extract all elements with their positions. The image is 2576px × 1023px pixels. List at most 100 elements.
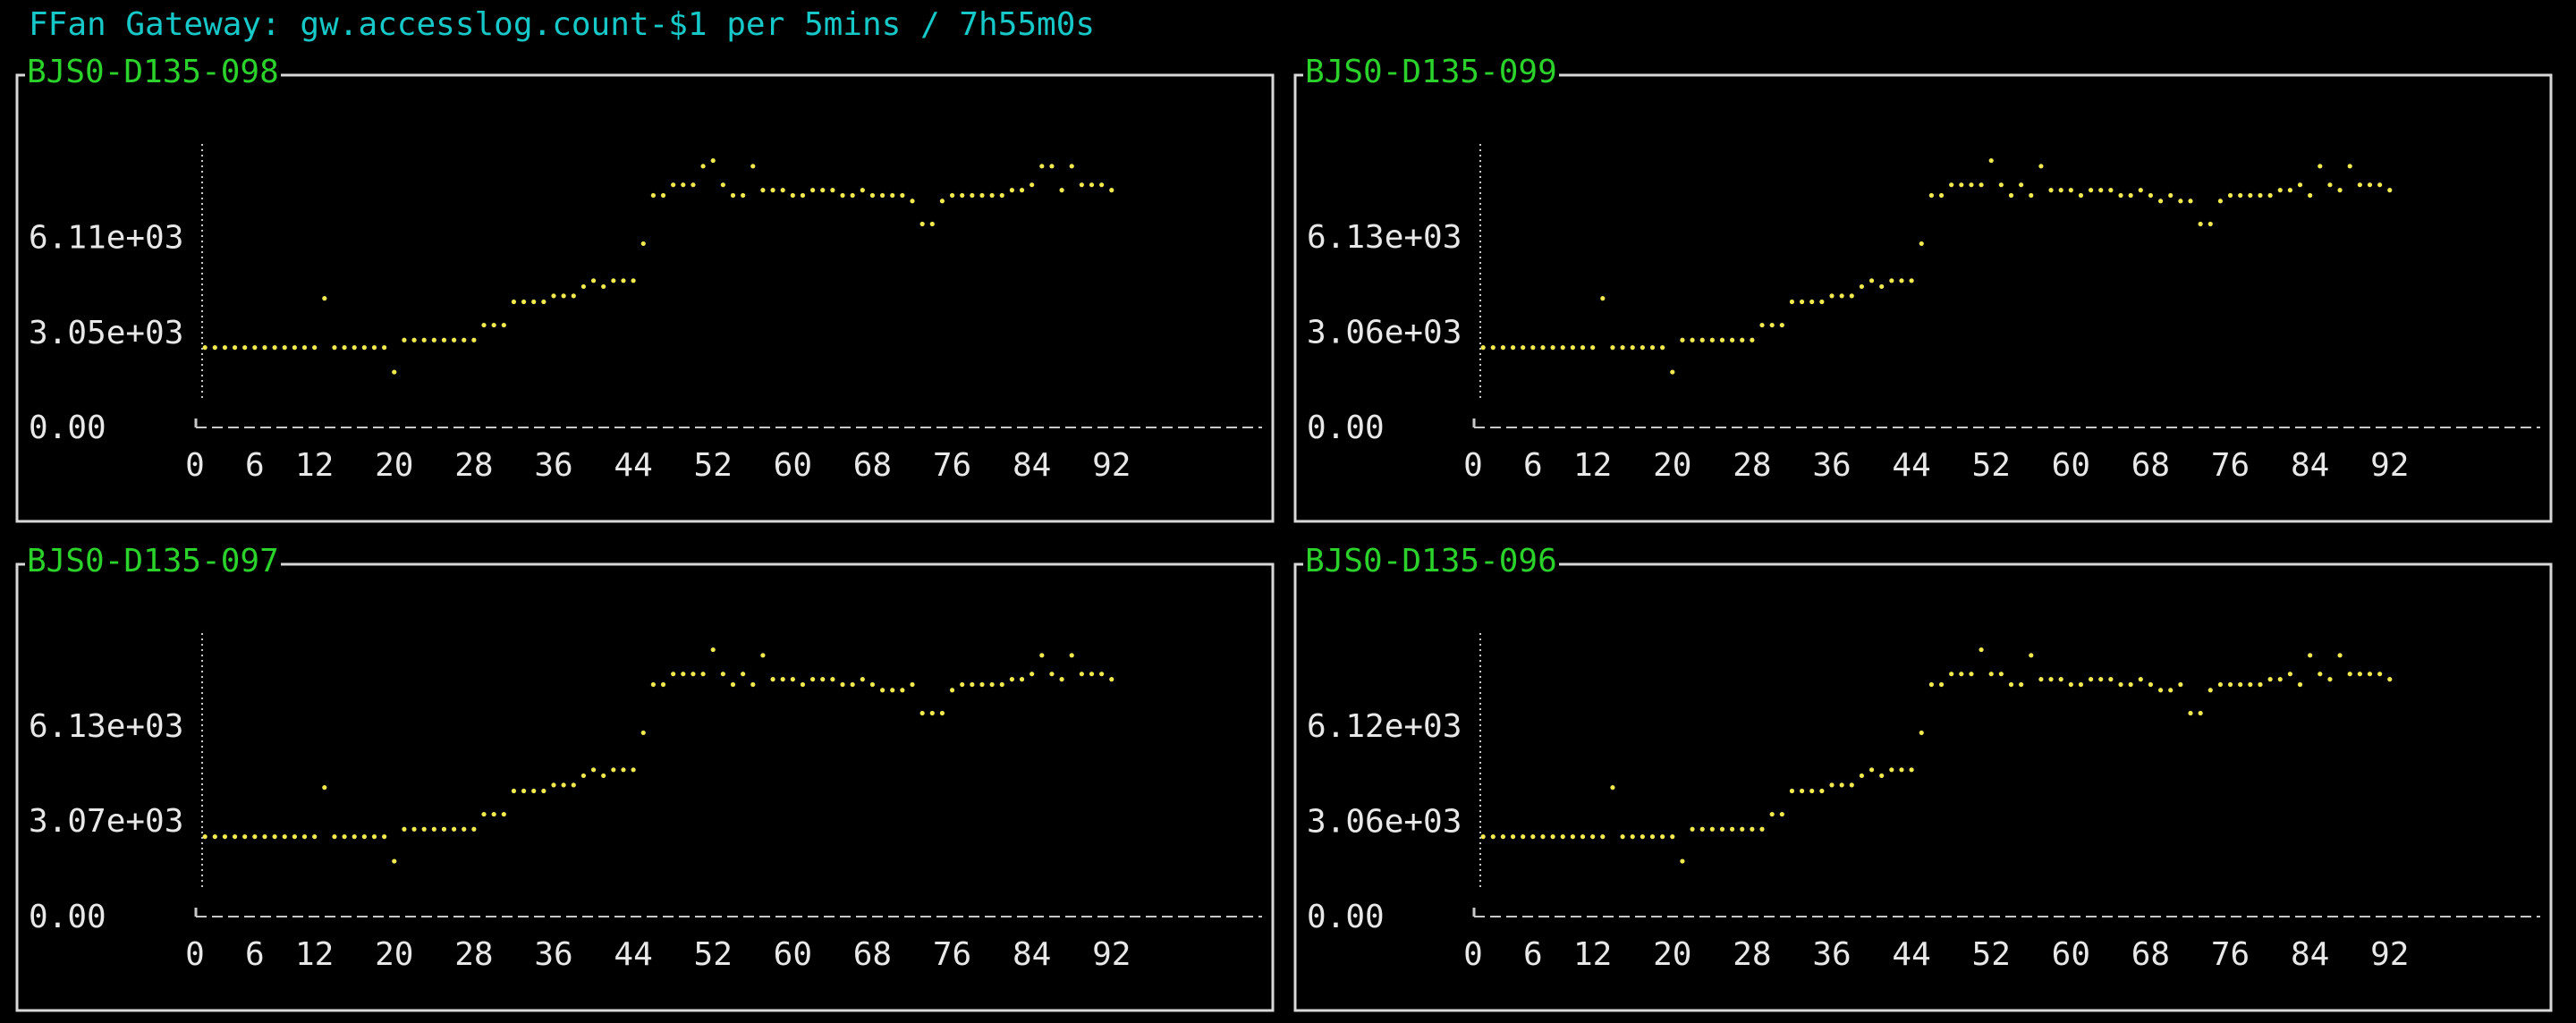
data-point [580,283,587,290]
x-tick-label: 92 [1092,936,1131,973]
data-point [1959,672,1964,677]
data-point [1049,672,1055,677]
data-point [1849,293,1854,299]
data-point [1500,345,1506,351]
data-point [2157,199,2164,204]
data-point [650,192,656,199]
data-point [999,192,1004,199]
data-point [1019,677,1025,682]
data-point [1600,296,1606,301]
data-point [1480,345,1486,351]
x-tick-label: 12 [1573,936,1612,973]
data-point [720,672,725,677]
x-tick-label: 12 [295,936,334,973]
data-point [2008,681,2014,688]
data-point [312,834,318,840]
data-point [979,681,985,688]
data-point [1660,834,1665,840]
data-point [292,834,297,840]
data-point [2078,681,2084,688]
data-point [1620,345,1625,351]
data-point [1039,164,1045,169]
x-tick-label: 92 [1092,447,1131,484]
data-point [1610,785,1615,790]
data-point [452,337,457,342]
data-point [2048,188,2054,193]
x-tick-label: 6 [1523,447,1543,484]
data-point [1750,337,1755,342]
data-point [2008,192,2014,199]
data-point [501,322,506,328]
data-point [1640,345,1645,351]
data-point [561,782,566,788]
data-point [760,188,766,193]
data-point [660,192,666,199]
data-point [601,773,606,779]
data-point [1059,188,1064,193]
data-point [900,688,905,693]
data-point [511,299,517,305]
data-point [1500,834,1506,840]
data-point [1079,182,1084,188]
panel-title: BJS0-D135-097 [25,543,281,579]
data-point [2118,192,2123,199]
x-tick-label: 84 [2291,936,2329,973]
data-point [710,157,716,164]
x-tick-label: 92 [2370,936,2409,973]
data-point [1510,345,1516,351]
chart-panel-096: 6.12e+03 3.06e+03 0.00 0 6 12 20 28 36 44 52 60 68 76… [1292,544,2554,1013]
data-point [830,188,835,193]
data-point [1009,188,1014,193]
y-tick-label: 3.07e+03 [29,803,183,840]
data-point [1988,157,1994,164]
x-tick-label: 20 [1653,936,1691,973]
data-point [2128,681,2133,688]
chart-svg: 6.13e+03 3.06e+03 0.00 0 6 12 20 28 36 44 52 60 68 76… [1293,73,2553,523]
data-point [2038,164,2044,169]
data-point [1919,730,1924,736]
data-point [462,826,467,832]
x-tick-label: 20 [375,936,413,973]
data-point [2217,199,2224,204]
data-point [621,278,626,283]
data-point [949,688,955,693]
data-point [1938,192,1945,199]
data-point [292,345,297,351]
data-point [601,283,606,290]
data-point [421,337,427,342]
data-point [301,834,308,840]
y-tick-label: 6.13e+03 [29,708,183,745]
data-point [1959,182,1964,188]
data-point [1079,672,1084,677]
data-point [2058,677,2063,682]
data-point [1560,834,1565,840]
data-point [1839,293,1844,299]
data-point [1540,834,1546,840]
data-point [1769,322,1775,328]
data-point [1919,241,1924,247]
data-point [611,767,616,773]
data-point [2168,688,2174,693]
data-point [2227,681,2233,688]
data-point [720,182,725,188]
data-point [2048,677,2054,682]
data-point [371,345,377,351]
data-point [2089,188,2094,193]
chart-svg: 6.11e+03 3.05e+03 0.00 0 6 12 20 28 36 44 52 60 68 76… [15,73,1275,523]
x-tick-label: 60 [774,447,812,484]
data-point [929,221,935,227]
data-point [2238,192,2243,199]
data-point [2188,710,2193,716]
data-point [431,826,436,832]
data-point [710,647,716,653]
data-point [929,710,935,716]
data-point [352,834,357,840]
data-point [860,188,865,193]
data-point [989,681,995,688]
data-point [2188,199,2193,204]
x-tick-label: 68 [2131,936,2170,973]
data-point [521,299,527,305]
data-point [322,785,327,790]
data-point [700,164,706,169]
data-point [1909,767,1914,773]
